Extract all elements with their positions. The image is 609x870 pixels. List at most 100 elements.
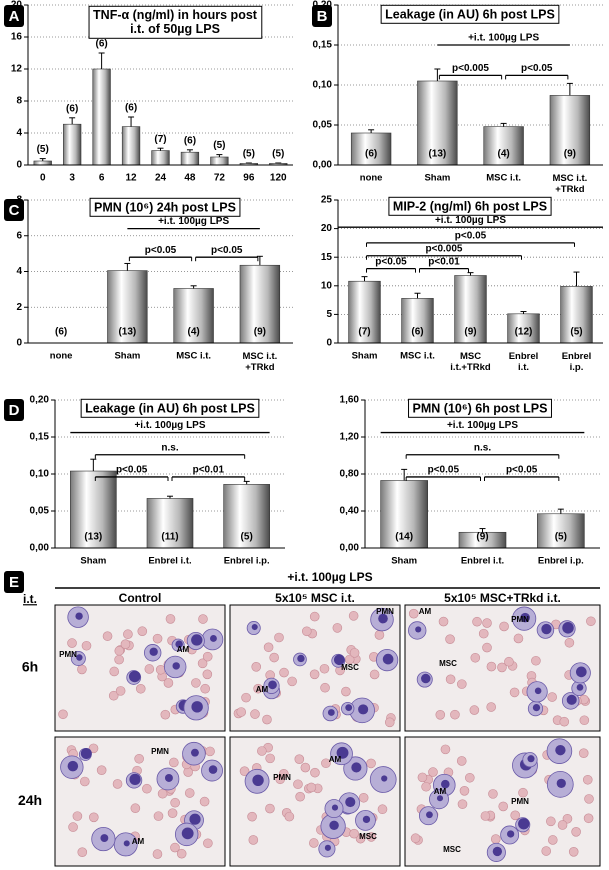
annotation: p<0.05 <box>116 465 148 476</box>
n-label: (4) <box>498 149 510 160</box>
error-bar <box>467 272 474 276</box>
title-box <box>380 4 560 24</box>
erythrocyte <box>348 611 359 621</box>
row-label: 6h <box>22 659 38 675</box>
n-label: (9) <box>564 149 576 160</box>
x-tick-label: Sham <box>352 351 378 362</box>
erythrocyte <box>472 616 482 627</box>
error-bar <box>368 129 375 133</box>
nucleus <box>181 827 194 840</box>
x-tick-label: none <box>50 351 73 362</box>
erythrocyte <box>513 633 524 644</box>
erythrocyte <box>309 669 320 680</box>
chart-title: Leakage (in AU) 6h post LPS <box>385 7 555 21</box>
nucleus <box>421 673 431 684</box>
bar <box>92 68 111 166</box>
panel-e-header: +i.t. 100µg LPS <box>287 570 372 584</box>
y-tick-label: 15 <box>321 252 333 263</box>
erythrocyte <box>263 642 274 653</box>
erythrocyte <box>488 789 498 799</box>
n-label: (6) <box>66 103 78 114</box>
erythrocyte <box>287 676 297 687</box>
panel-letter: B <box>317 8 328 25</box>
error-bar <box>500 122 507 127</box>
chart-title: PMN (10⁶) 6h post LPS <box>413 401 548 415</box>
cell-label: MSC <box>439 659 457 668</box>
x-tick-label: Sham <box>391 556 417 567</box>
erythrocyte <box>321 758 331 769</box>
erythrocyte <box>498 801 509 812</box>
x-tick-label: Sham <box>114 351 140 362</box>
bar <box>180 151 200 166</box>
bar <box>380 480 428 549</box>
erythrocyte <box>88 743 99 754</box>
nucleus <box>426 811 433 819</box>
panel-letter: D <box>9 402 20 419</box>
erythrocyte <box>568 847 579 857</box>
x-tick-label: 96 <box>243 173 255 184</box>
erythrocyte <box>72 811 83 821</box>
cell-label: AM <box>419 607 432 616</box>
y-tick-label: 25 <box>321 195 333 206</box>
erythrocyte <box>198 614 208 624</box>
erythrocyte <box>253 683 263 694</box>
n-label: (9) <box>476 532 488 543</box>
nucleus <box>562 622 574 634</box>
nucleus <box>327 709 335 716</box>
erythrocyte <box>205 746 215 757</box>
nucleus <box>324 844 331 851</box>
route-label: i.t. <box>23 592 37 606</box>
nucleus <box>67 760 79 772</box>
erythrocyte <box>203 838 213 849</box>
n-label: (7) <box>154 134 166 145</box>
erythrocyte <box>202 669 213 680</box>
nucleus <box>164 773 173 782</box>
erythrocyte <box>109 666 120 677</box>
nucleus <box>268 680 277 690</box>
panel-letter-box <box>4 5 24 27</box>
nucleus <box>191 701 203 713</box>
erythrocyte <box>152 849 163 859</box>
x-tick-label: 48 <box>184 173 196 184</box>
nucleus <box>190 748 199 757</box>
y-tick-label: 0,05 <box>313 120 333 131</box>
annotation: n.s. <box>474 442 491 453</box>
nucleus <box>351 762 362 773</box>
nucleus <box>251 624 258 631</box>
y-tick-label: 0,00 <box>313 160 333 171</box>
erythrocyte <box>184 788 195 798</box>
x-tick-label: 120 <box>270 173 287 184</box>
erythrocyte <box>445 634 455 644</box>
cell-label: PMN <box>151 747 169 756</box>
erythrocyte <box>170 797 180 808</box>
panel-letter-box <box>4 399 24 421</box>
chart-title: TNF-α (ng/ml) in hours post i.t. of 50µg … <box>93 8 258 36</box>
annotation: n.s. <box>161 442 178 453</box>
erythrocyte <box>200 683 210 694</box>
bar <box>33 160 52 166</box>
erythrocyte <box>247 811 257 822</box>
y-tick-label: 20 <box>321 223 333 234</box>
erythrocyte <box>374 630 385 640</box>
erythrocyte <box>248 835 259 845</box>
erythrocyte <box>284 811 295 822</box>
erythrocyte <box>456 756 467 766</box>
erythrocyte <box>251 662 262 672</box>
erythrocyte <box>108 690 119 701</box>
n-label: (5) <box>272 149 284 160</box>
erythrocyte <box>96 765 107 776</box>
erythrocyte <box>583 813 594 824</box>
erythrocyte <box>457 799 468 809</box>
erythrocyte <box>157 788 168 799</box>
erythrocyte <box>68 822 78 832</box>
error-bar <box>557 508 564 514</box>
row-label: 24h <box>18 792 42 808</box>
erythrocyte <box>295 791 305 802</box>
y-tick-label: 4 <box>16 128 22 139</box>
erythrocyte <box>547 692 557 702</box>
bar <box>210 156 229 166</box>
x-tick-label: 6 <box>99 173 105 184</box>
n-label: (13) <box>84 532 102 543</box>
erythrocyte <box>67 638 77 648</box>
error-bar <box>520 311 527 314</box>
